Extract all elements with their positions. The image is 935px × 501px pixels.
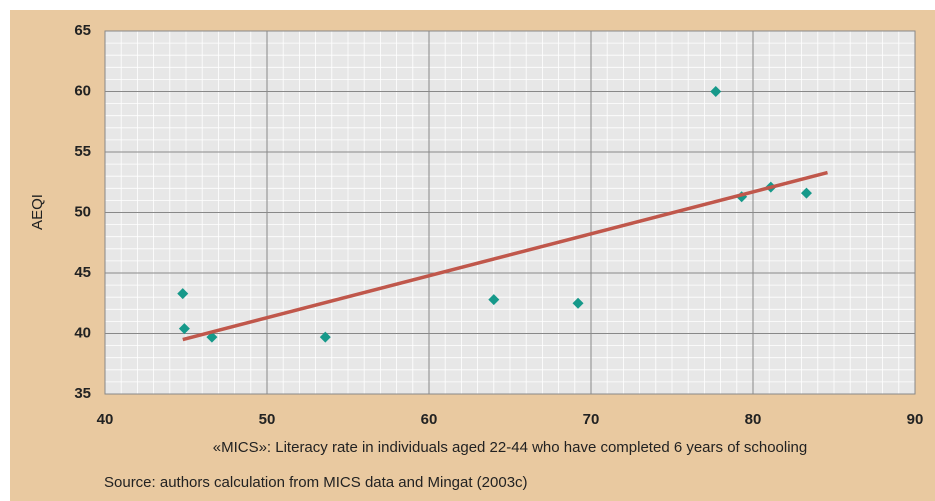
y-tick-label: 35	[74, 385, 91, 402]
data-point	[177, 288, 189, 300]
source-note: Source: authors calculation from MICS da…	[104, 474, 528, 491]
data-point	[800, 187, 812, 199]
y-axis-label: AEQI	[29, 194, 46, 230]
x-tick-label: 50	[259, 411, 276, 428]
x-tick-label: 80	[745, 411, 762, 428]
data-point	[710, 86, 722, 97]
x-tick-label: 40	[97, 411, 114, 428]
x-tick-label: 60	[421, 411, 438, 428]
y-tick-label: 50	[74, 203, 91, 220]
data-point	[319, 331, 331, 343]
y-tick-label: 55	[74, 143, 91, 160]
data-point	[178, 323, 190, 335]
x-tick-label: 90	[907, 411, 924, 428]
y-tick-label: 40	[74, 324, 91, 341]
trend-line	[182, 170, 828, 342]
y-tick-label: 60	[74, 82, 91, 99]
y-tick-label: 65	[74, 22, 91, 39]
y-tick-label: 45	[74, 264, 91, 281]
x-axis-label: «MICS»: Literacy rate in individuals age…	[213, 439, 808, 456]
x-tick-label: 70	[583, 411, 600, 428]
data-point	[572, 297, 584, 309]
data-point	[488, 294, 500, 306]
